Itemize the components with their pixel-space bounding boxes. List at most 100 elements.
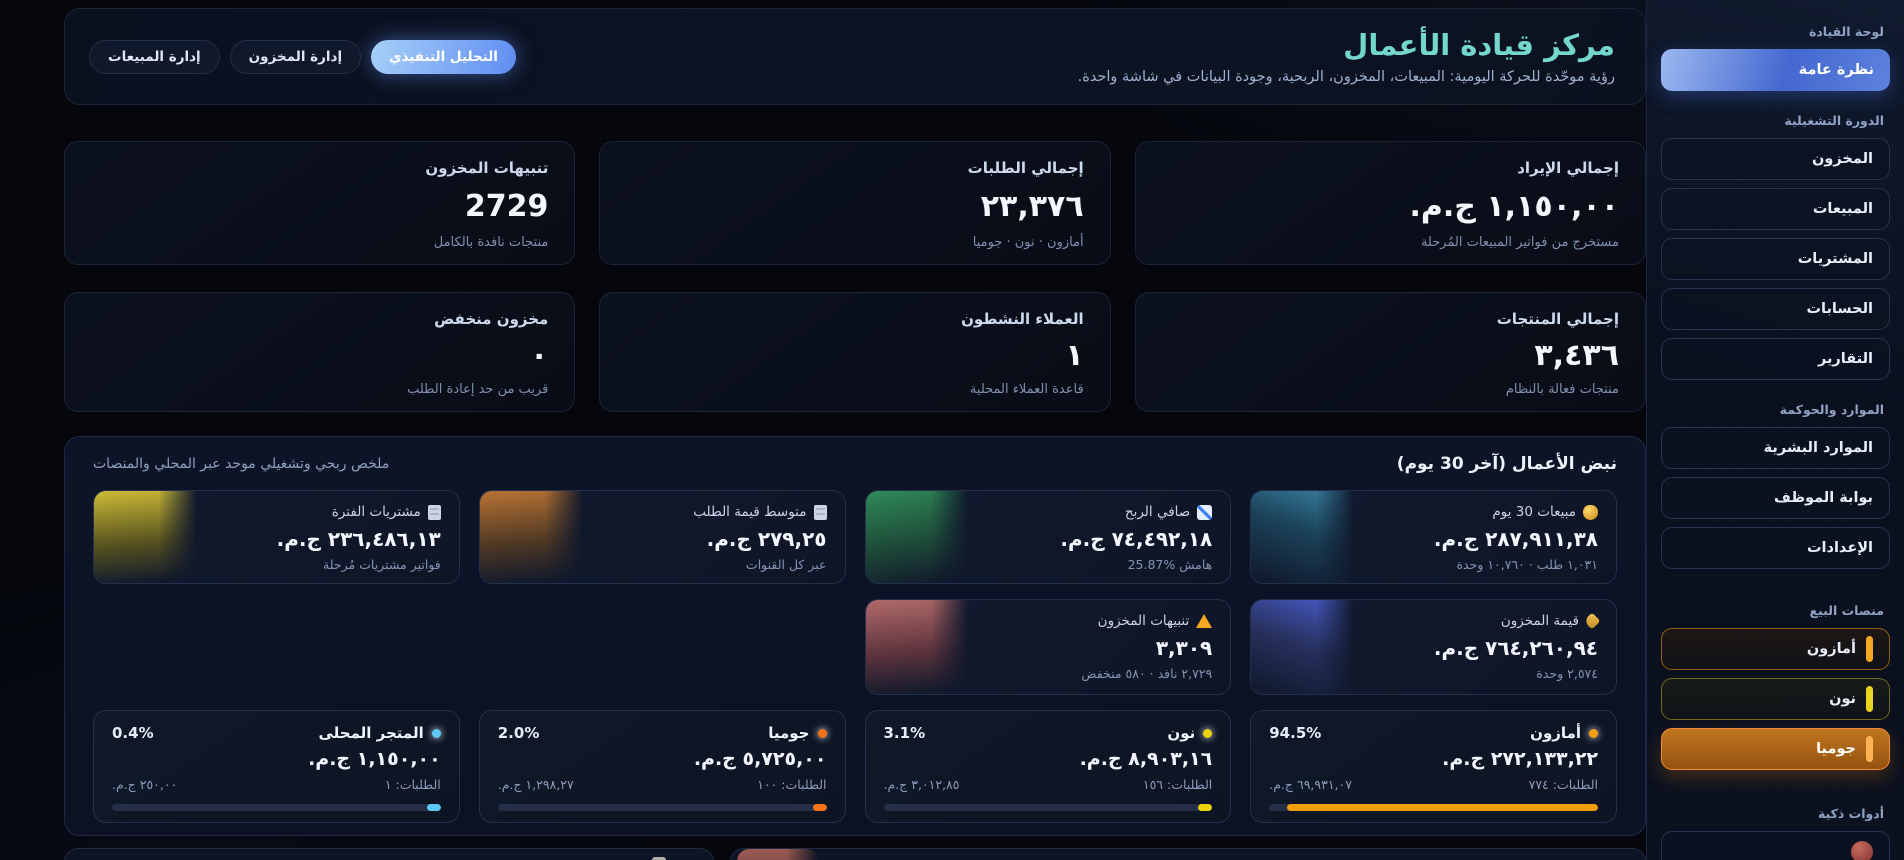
platform-name: المتجر المحلى [318,724,424,742]
sidebar-item-hr[interactable]: الموارد البشرية [1661,427,1890,469]
kpi-sub: قريب من حد إعادة الطلب [407,382,549,397]
platform-amount: ٦٩,٩٣١,٠٧ ج.م. [1269,777,1352,792]
platform-accent-bar [1866,636,1873,662]
pulse-card-text: متوسط قيمة الطلب ٢٧٩,٢٥ ج.م. عبر كل القن… [585,491,845,583]
pulse-card-label: قيمة المخزون [1500,613,1579,629]
platform-name: أمازون [1530,724,1581,742]
sidebar-item-overview[interactable]: نظرة عامة [1661,49,1890,91]
kpi-card-low-stock: مخزون منخفض ٠ قريب من حد إعادة الطلب [64,292,576,412]
gradient-thumbnail [1251,600,1357,694]
platform-accent-bar [1866,686,1873,712]
platform-progress-fill [1287,804,1598,811]
kpi-label: العملاء النشطون [961,310,1084,328]
partial-panel [64,848,714,860]
pulse-card-label: صافي الربح [1124,504,1191,520]
kpi-sub: مستخرج من فواتير المبيعات المُرحلة [1420,235,1619,250]
platform-progress-track [497,804,827,811]
platform-accent-bar [1866,736,1873,762]
kpi-card-total-revenue: إجمالي الإيراد ١,١٥٠,٠٠ ج.م. مستخرج من ف… [1134,141,1646,265]
partial-card-icon [652,857,666,860]
pulse-card-text: قيمة المخزون ٧٦٤,٢٦٠,٩٤ ج.م. ٢,٥٧٤ وحدة [1356,600,1616,694]
sidebar-item-label: الموارد البشرية [1763,440,1873,456]
tag-icon [1583,612,1601,630]
view-tabs: التحليل التنفيذي إدارة المخزون إدارة الم… [89,39,516,74]
tab-sales-management[interactable]: إدارة المبيعات [89,39,220,74]
sidebar-item-settings[interactable]: الإعدادات [1661,527,1890,569]
platform-share-percent: 3.1% [883,724,926,742]
pulse-card-value: ٧٤,٤٩٢,١٨ ج.م. [1060,527,1213,551]
pulse-card-label: مبيعات 30 يوم [1492,504,1576,520]
platform-orders: الطلبات: ١٠٠ [757,777,827,792]
pulse-card-text: مشتريات الفترة ٢٣٦,٤٨٦,١٣ ج.م. فواتير مش… [199,491,459,583]
sidebar-item-label: المخزون [1812,151,1873,167]
pulse-card-label: متوسط قيمة الطلب [693,504,807,520]
sidebar-item-reports[interactable]: التقارير [1661,338,1890,380]
page-title: مركز قيادة الأعمال [1343,28,1615,62]
platform-progress-fill [1198,804,1213,811]
sidebar-item-label: المبيعات [1812,201,1873,217]
sidebar-section-platforms: منصات البيع [1809,603,1885,618]
sidebar-item-label: الحسابات [1806,301,1873,317]
platform-orders: الطلبات: ١ [384,777,441,792]
invoice-icon [427,504,441,520]
platform-name: جوميا [768,724,810,742]
tab-inventory-management[interactable]: إدارة المخزون [229,39,362,74]
sidebar-item-jumia[interactable]: جوميا [1661,728,1890,770]
sidebar-item-sales[interactable]: المبيعات [1661,188,1890,230]
pulse-card-period-purchases: مشتريات الفترة ٢٣٦,٤٨٦,١٣ ج.م. فواتير مش… [93,490,460,584]
sidebar-item-inventory[interactable]: المخزون [1661,138,1890,180]
pulse-card-sub: فواتير مشتريات مُرحلة [323,557,441,572]
platform-amount: ٢٥٠,٠٠ ج.م. [112,777,178,792]
sidebar-item-employee-portal[interactable]: بوابة الموظف [1661,477,1890,519]
platform-dot-icon [431,728,441,738]
kpi-card-total-orders: إجمالي الطلبات ٢٣,٣٧٦ أمازون · نون · جوم… [599,141,1111,265]
sidebar-item-purchases[interactable]: المشتريات [1661,238,1890,280]
platform-name: نون [1167,724,1196,742]
platform-progress-fill [812,804,827,811]
sidebar-item-label: نظرة عامة [1798,62,1874,78]
tab-executive-analysis[interactable]: التحليل التنفيذي [371,39,516,74]
page-header: مركز قيادة الأعمال رؤية موحّدة للحركة ال… [64,8,1646,105]
platform-orders: الطلبات: ١٥٦ [1142,777,1213,792]
sidebar-item-amazon[interactable]: أمازون [1661,628,1890,670]
platform-progress-track [112,804,441,811]
pulse-card-label: تنبيهات المخزون [1097,613,1190,629]
platform-dot-icon [1203,728,1213,738]
sidebar-item-accounts[interactable]: الحسابات [1661,288,1890,330]
sidebar-item-label: نون [1829,691,1856,707]
pulse-card-sub: ١,٠٣١ طلب · ١٠,٧٦٠ وحدة [1456,557,1598,572]
sidebar-item-label: جوميا [1816,741,1856,757]
pulse-card-sales-30d: مبيعات 30 يوم ٢٨٧,٩١١,٣٨ ج.م. ١,٠٣١ طلب … [1250,490,1617,584]
pulse-card-value: ٢٧٩,٢٥ ج.م. [706,527,827,551]
kpi-value: ١,١٥٠,٠٠ ج.م. [1409,188,1619,224]
platform-share-percent: 0.4% [112,724,154,742]
receipt-icon [813,504,827,520]
pulse-card-label: مشتريات الفترة [331,504,421,520]
gradient-thumbnail [1251,491,1357,583]
kpi-card-stock-alerts: تنبيهات المخزون 2729 منتجات نافدة بالكام… [64,141,576,265]
pulse-card-sub: عبر كل القنوات [745,557,827,572]
platform-stats-row: أمازون 94.5% ٢٧٢,١٣٣,٢٢ ج.م. الطلبات: ٧٧… [93,710,1617,823]
sidebar-section-governance: الموارد والحوكمة [1779,402,1884,417]
kpi-label: إجمالي الإيراد [1517,159,1619,177]
money-bag-icon [1583,504,1598,520]
page-subtitle: رؤية موحّدة للحركة اليومية: المبيعات، ال… [1077,69,1615,85]
platform-dot-icon [1589,728,1598,738]
pulse-row-1: مبيعات 30 يوم ٢٨٧,٩١١,٣٨ ج.م. ١,٠٣١ طلب … [93,490,1617,584]
pulse-card-value: ٣,٣٠٩ [1155,636,1213,660]
platform-progress-track [883,804,1213,811]
kpi-sub: منتجات نافدة بالكامل [433,235,549,250]
platform-orders: الطلبات: ٧٧٤ [1528,777,1598,792]
sidebar-item-smart-tool-partial[interactable] [1661,831,1890,860]
pulse-card-value: ٢٨٧,٩١١,٣٨ ج.م. [1433,527,1598,551]
header-text: مركز قيادة الأعمال رؤية موحّدة للحركة ال… [1078,28,1615,85]
gradient-thumbnail [94,491,199,583]
main-content: مركز قيادة الأعمال رؤية موحّدة للحركة ال… [64,0,1646,860]
kpi-label: إجمالي المنتجات [1496,310,1619,328]
sidebar-item-noon[interactable]: نون [1661,678,1890,720]
kpi-sub: قاعدة العملاء المحلية [969,382,1084,397]
sidebar-item-label: أمازون [1806,641,1856,657]
kpi-label: تنبيهات المخزون [425,159,549,177]
sidebar-item-label: بوابة الموظف [1774,490,1873,506]
